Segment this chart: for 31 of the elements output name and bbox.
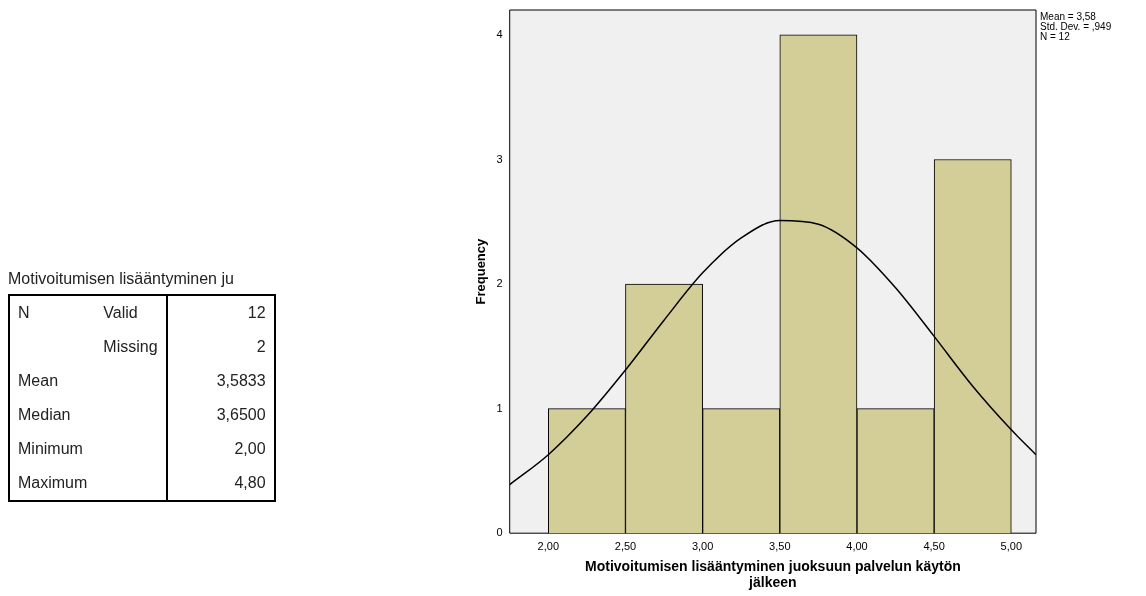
text: Maximum [18,474,88,491]
text: 3,5833 [216,372,266,389]
text: N [18,304,30,321]
text: 2,00 [234,440,266,457]
text: Mean = 3,58 [1040,11,1097,22]
text: 2 [256,338,266,355]
x-tick-label: 2,00 [537,539,560,552]
text: Mean [18,372,59,389]
text: Median [18,406,71,423]
y-tick-label: 2 [496,277,503,290]
text: 4,80 [234,474,266,491]
text: Std. Dev. = ,949 [1040,21,1112,32]
x-tick-label: 5,00 [1000,539,1023,552]
y-tick-label: 0 [496,526,503,539]
text: Motivoitumisen lisääntyminen ju [8,270,235,288]
x-tick-label: 4,50 [923,539,945,552]
text: Valid [103,304,138,321]
x-tick-label: 4,00 [846,539,868,552]
x-tick-label: 2,50 [614,539,637,552]
text: 12 [247,304,266,321]
text: N = 12 [1040,31,1071,42]
y-tick-label: 1 [496,401,503,414]
x-tick-label: 3,00 [691,539,714,552]
text: Minimum [18,440,83,457]
y-tick-label: 4 [496,27,503,40]
text: 3,6500 [216,406,266,423]
y-axis-title: Frequency [473,237,489,305]
x-axis-title: Motivoitumisen lisääntyminen juoksuun palvelun käytön jälkeen [584,557,961,591]
x-tick-label: 3,50 [769,539,791,552]
text: Missing [103,338,158,355]
y-tick-label: 3 [496,152,503,165]
